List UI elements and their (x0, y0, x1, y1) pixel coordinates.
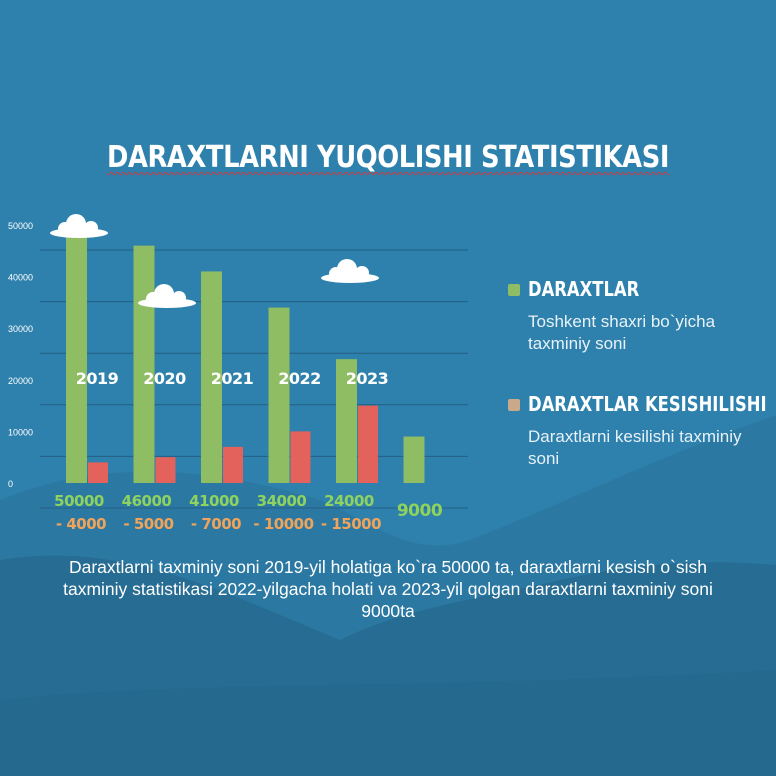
cloud-icon (321, 259, 379, 283)
category-label: 2021 (211, 369, 254, 388)
legend-label: DARAXTLAR (528, 277, 640, 301)
y-tick-label: 40000 (8, 273, 33, 283)
y-tick-label: 10000 (8, 427, 33, 437)
bar-kesishilishi (155, 457, 176, 483)
y-tick-label: 30000 (8, 324, 33, 334)
category-label: 2022 (278, 369, 321, 388)
legend-description: Daraxtlarni kesilishi taxminiy soni (528, 427, 742, 468)
data-label: 41000 (189, 492, 239, 510)
legend-swatch (508, 284, 520, 296)
bar-daraxtlar (133, 245, 155, 483)
legend-swatch (508, 399, 520, 411)
data-label: 9000 (397, 501, 443, 521)
category-label: 2020 (143, 369, 186, 388)
bar-daraxtlar (268, 307, 290, 483)
bar-chart: 0 10000 20000 30000 40000 50000 2019 50000 - 40… (8, 214, 468, 533)
cloud-icon (50, 214, 108, 238)
bar-daraxtlar (336, 359, 357, 483)
category-label: 2019 (76, 369, 119, 388)
page-title: DARAXTLARNI YUQOLISHI STATISTIKASI (106, 140, 670, 175)
category-label: 2023 (346, 369, 389, 388)
data-label: 50000 (54, 492, 104, 510)
data-label: - 4000 (56, 515, 106, 533)
bar-kesishilishi (290, 431, 311, 483)
y-tick-label: 50000 (8, 221, 33, 231)
data-label: 46000 (122, 492, 172, 510)
bar-daraxtlar (66, 225, 87, 483)
legend-description: Toshkent shaxri bo`yicha taxminiy soni (528, 312, 716, 353)
data-label: - 15000 (321, 515, 381, 533)
bar-kesishilishi (358, 405, 378, 483)
bar-kesishilishi (223, 446, 243, 483)
data-label: - 5000 (123, 515, 173, 533)
data-label: - 7000 (191, 515, 241, 533)
bar-daraxtlar (403, 436, 425, 483)
y-tick-label: 0 (8, 479, 13, 489)
bar-daraxtlar (201, 271, 222, 483)
data-label: 24000 (324, 492, 374, 510)
data-label: 34000 (257, 492, 307, 510)
y-tick-label: 20000 (8, 376, 33, 386)
legend-label: DARAXTLAR KESISHILISHI (528, 392, 767, 416)
data-label: - 10000 (253, 515, 313, 533)
bar-kesishilishi (88, 462, 108, 483)
footer-description: Daraxtlarni taxminiy soni 2019-yil holat… (63, 557, 713, 621)
